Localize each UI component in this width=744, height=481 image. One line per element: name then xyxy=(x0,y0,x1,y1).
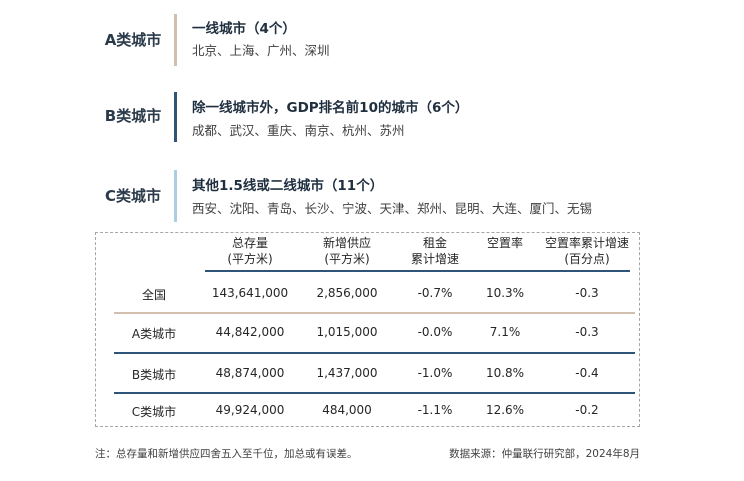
cell-vacancy: 10.8% xyxy=(485,366,525,380)
row-label-a: A类城市 xyxy=(131,327,177,341)
cell-vacancy: 10.3% xyxy=(485,286,525,300)
cell-stock: 49,924,000 xyxy=(215,403,285,417)
header-divider xyxy=(205,270,630,272)
tier-c-name: C类城市 xyxy=(104,187,161,205)
tier-b-title: 除一线城市外，GDP排名前10的城市（6个） xyxy=(192,100,469,116)
header-vacancy: 空置率 xyxy=(486,236,523,250)
cell-vacancy-change: -0.3 xyxy=(575,325,599,339)
cell-vacancy-change: -0.4 xyxy=(575,366,599,380)
tier-c-bar xyxy=(174,170,177,222)
tier-a-cities: 北京、上海、广州、深圳 xyxy=(192,43,330,58)
row-label-national: 全国 xyxy=(141,288,166,302)
cell-vacancy-change: -0.2 xyxy=(575,403,599,417)
cell-stock: 44,842,000 xyxy=(215,325,285,339)
row-divider-b xyxy=(114,392,635,394)
cell-new-supply: 1,437,000 xyxy=(316,366,378,380)
cell-new-supply: 2,856,000 xyxy=(316,286,378,300)
tier-b-cities: 成都、武汉、重庆、南京、杭州、苏州 xyxy=(192,123,405,138)
header-vacancy-change: 空置率累计增速 (百分点) xyxy=(544,236,629,266)
cell-rent-growth: -0.0% xyxy=(417,325,453,339)
tier-c-title: 其他1.5线或二线城市（11个） xyxy=(192,178,384,194)
tier-a-bar xyxy=(174,14,177,66)
header-rent-growth: 租金 累计增速 xyxy=(410,236,459,266)
row-divider-national xyxy=(114,312,635,314)
tier-b-name: B类城市 xyxy=(104,107,162,125)
cell-stock: 48,874,000 xyxy=(215,366,285,380)
row-label-b: B类城市 xyxy=(131,368,177,382)
cell-vacancy-change: -0.3 xyxy=(575,286,599,300)
tier-b-bar xyxy=(174,92,177,142)
header-stock: 总存量 (平方米) xyxy=(227,236,273,266)
cell-rent-growth: -1.0% xyxy=(417,366,453,380)
tier-c-cities: 西安、沈阳、青岛、长沙、宁波、天津、郑州、昆明、大连、厦门、无锡 xyxy=(192,201,593,216)
cell-new-supply: 1,015,000 xyxy=(316,325,378,339)
tier-a-name: A类城市 xyxy=(104,31,162,49)
data-source: 数据来源：仲量联行研究部，2024年8月 xyxy=(449,448,640,460)
footnote: 注：总存量和新增供应四舍五入至千位，加总或有误差。 xyxy=(95,448,358,460)
tier-a-title: 一线城市（4个） xyxy=(192,21,296,37)
cell-vacancy: 7.1% xyxy=(489,325,521,339)
header-new-supply: 新增供应 (平方米) xyxy=(322,236,371,266)
row-divider-a xyxy=(114,352,635,354)
table-panel xyxy=(95,232,640,427)
cell-stock: 143,641,000 xyxy=(211,286,289,300)
cell-rent-growth: -1.1% xyxy=(417,403,453,417)
cell-rent-growth: -0.7% xyxy=(417,286,453,300)
cell-new-supply: 484,000 xyxy=(322,403,372,417)
cell-vacancy: 12.6% xyxy=(485,403,525,417)
row-label-c: C类城市 xyxy=(131,405,177,419)
